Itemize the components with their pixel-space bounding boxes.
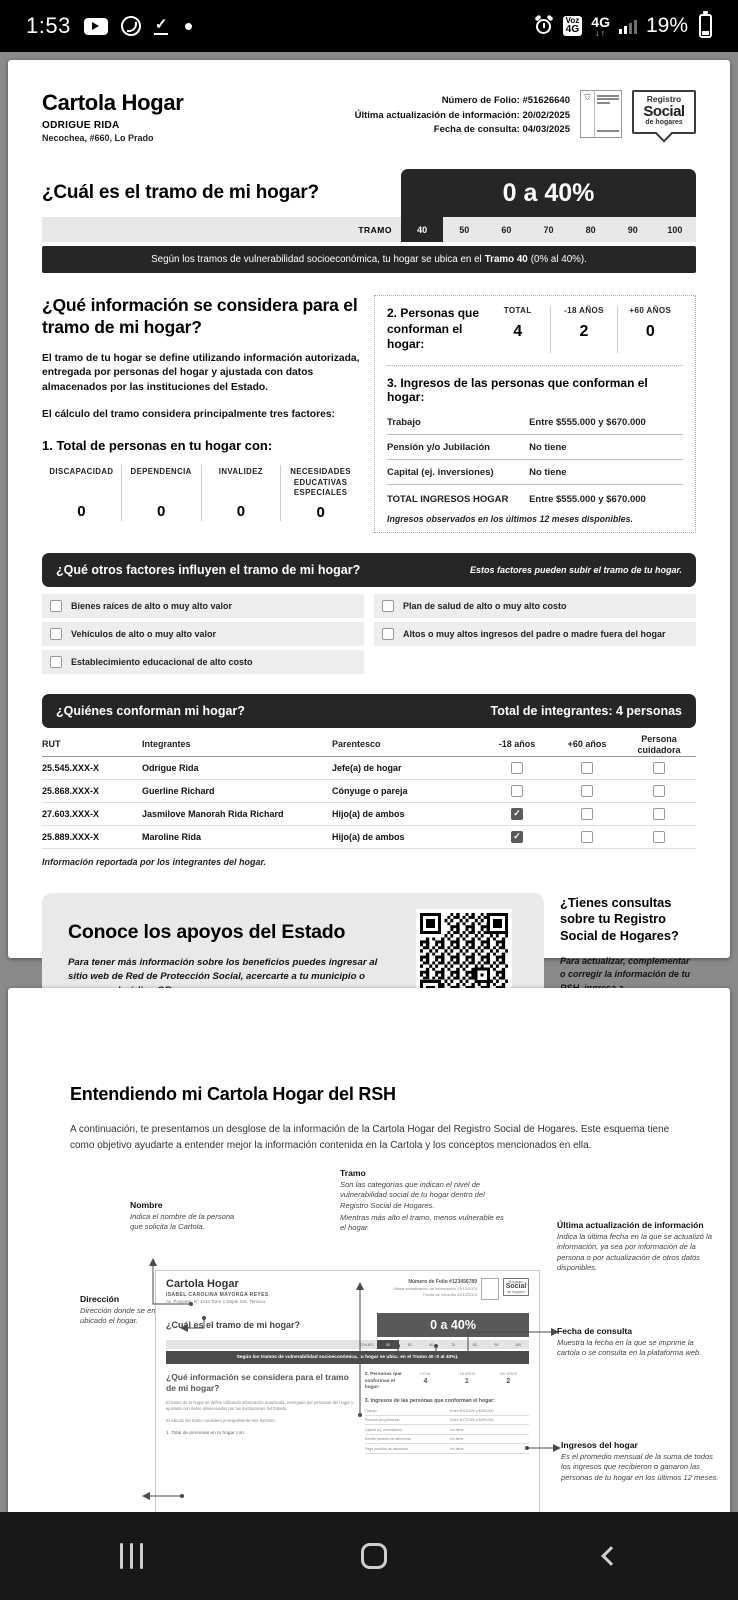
factor1-heading: 1. Total de personas en tu hogar con: [42,438,273,454]
checkbox[interactable] [653,807,665,820]
factor-item: Plan de salud de alto o muy alto costo [374,593,696,618]
ministry-logo: ⛉ [580,90,622,138]
mobile-data-icon: 4G ↓↑ [591,13,610,38]
info-paragraph-1: El tramo de tu hogar se define utilizand… [42,352,360,393]
page-title: Cartola Hogar [42,90,184,115]
factors-note: Estos factores pueden subir el tramo de … [469,564,682,575]
mini-cartola-preview: Cartola Hogar ISABEL CAROLINA MAYORGA RE… [155,1270,540,1518]
android-nav-bar [0,1512,738,1600]
info-heading: ¿Qué información se considera para el tr… [42,295,358,337]
checkbox[interactable] [581,784,593,797]
needs-stats: DISCAPACIDAD 0 DEPENDENCIA 0 INVALIDEZ 0 NE… [42,465,360,521]
mini-registro-logo: Registro Social de hogares [503,1278,529,1296]
signal-strength-icon [618,18,637,34]
battery-icon [699,11,712,38]
status-bar: 1:53 ✓ Voz 4G 4G ↓↑ 19% [0,0,738,52]
tramo-cell: 70 [543,224,554,235]
page2-title: Entendiendo mi Cartola Hogar del RSH [70,1084,396,1104]
tramo-scale-label: TRAMO [358,224,392,235]
household-summary-box: 2. Personas que conforman el hogar: TOTA… [374,295,696,533]
table-row: 27.603.XXX-X Jasmilove Manorah Rida Rich… [42,803,696,826]
qr-code [416,908,512,1005]
household-members-section: ¿Quiénes conforman mi hogar? Total de in… [42,693,696,867]
consultas-heading: ¿Tienes consultas sobre tu Registro Soci… [560,894,679,944]
annotation-nombre: Nombre Indica el nombre de la persona qu… [130,1200,235,1232]
holder-address: Necochea, #660, Lo Prado [42,133,154,143]
consult-date: Fecha de consulta: 04/03/2025 [433,124,570,136]
factors-heading: ¿Qué otros factores influyen el tramo de… [56,562,361,577]
info-paragraph-2: El cálculo del tramo considera principal… [42,408,335,420]
checkbox[interactable] [581,807,593,820]
recents-button[interactable] [120,1543,143,1569]
income-table: 3. Ingresos de las personas que conforma… [387,376,683,524]
clock-time: 1:53 [26,13,71,38]
checkbox[interactable] [50,627,62,640]
factor-item: Establecimiento educacional de alto cost… [42,649,364,674]
cartola-header: Cartola Hogar ODRIGUE RIDA Necochea, #66… [42,90,696,143]
tramo-cell: 90 [627,224,638,235]
checkbox[interactable] [511,830,523,843]
members-heading: ¿Quiénes conforman mi hogar? [56,703,245,718]
youtube-notification-icon [83,17,108,35]
apoyos-heading: Conoce los apoyos del Estado [68,920,346,943]
tramo-cell: 60 [501,224,512,235]
factor-item: Bienes raíces de alto o muy alto valor [42,593,364,618]
members-total: Total de integrantes: 4 personas [490,703,682,718]
checkbox[interactable] [653,761,665,774]
table-row: 25.889.XXX-X Maroline Rida Hijo(a) de am… [42,826,696,849]
table-row: 25.868.XXX-X Guerline Richard Cónyuge o … [42,780,696,803]
tramo-cell-selected: 40 [401,217,444,242]
whatsapp-notification-icon [120,16,141,36]
battery-percent: 19% [645,14,688,37]
checkbox[interactable] [382,627,394,640]
annotation-fecha-consulta: Fecha de consulta Muestra la fecha en la… [557,1326,702,1358]
folio-number: Número de Folio: #51626640 [441,95,570,106]
holder-name: ODRIGUE RIDA [42,120,120,131]
checkbox[interactable] [581,830,593,843]
annotation-tramo: Tramo Son las categorías que indican el … [340,1168,504,1232]
factor-item: Vehículos de alto o muy alto valor [42,621,364,646]
volte-icon: Voz 4G [562,16,583,36]
back-button[interactable] [601,1546,621,1566]
checkbox[interactable] [50,655,62,668]
tramo-notice-bar: Según los tramos de vulnerabilidad socio… [42,246,696,273]
registro-social-logo: Registro Social de hogares [632,90,696,134]
table-row: 25.545.XXX-X Odrigue Rida Jefe(a) de hog… [42,757,696,780]
checkbox[interactable] [511,761,523,774]
checkbox[interactable] [511,784,523,797]
tramo-cell: 80 [585,224,596,235]
ingresos-note: Ingresos observados en los últimos 12 me… [387,513,633,524]
notification-dot-icon [185,22,193,30]
members-footnote: Información reportada por los integrante… [42,856,267,867]
tramo-scale: TRAMO 40 50 60 70 80 90 100 [42,217,696,242]
members-table: RUT Integrantes Parentesco -18 años +60 … [42,734,696,849]
checkbox[interactable] [511,807,523,820]
tramo-cell: 100 [667,224,683,235]
tramo-question: ¿Cuál es el tramo de mi hogar? [42,182,319,203]
checkbox[interactable] [50,599,62,612]
factor-item: Altos o muy altos ingresos del padre o m… [374,621,696,646]
tramo-value-badge: 0 a 40% [401,169,696,217]
annotation-direccion: Dirección Dirección donde se encuentra u… [80,1294,181,1326]
ingresos-heading: 3. Ingresos de las personas que conforma… [387,375,648,404]
checkbox[interactable] [653,830,665,843]
home-button[interactable] [360,1543,387,1569]
checkbox[interactable] [653,784,665,797]
tramo-cell: 50 [459,224,470,235]
annotation-ultima-actualizacion: Última actualización de información Indi… [557,1220,712,1272]
checkbox[interactable] [581,761,593,774]
alarm-icon [534,16,554,36]
document-page-2: Entendiendo mi Cartola Hogar del RSH A c… [8,988,730,1518]
other-factors-section: ¿Qué otros factores influyen el tramo de… [42,552,696,674]
mini-ministry-logo [481,1278,499,1300]
page2-intro: A continuación, te presentamos un desglo… [70,1124,670,1151]
checkbox[interactable] [382,599,394,612]
last-update: Última actualización de información: 20/… [354,109,570,121]
document-page-1: Cartola Hogar ODRIGUE RIDA Necochea, #66… [8,60,730,1145]
personas-heading: 2. Personas que conforman el hogar: [387,306,480,352]
annotation-ingresos-hogar: Ingresos del hogar Es el promedio mensua… [561,1440,719,1482]
download-complete-icon: ✓ [153,16,169,36]
